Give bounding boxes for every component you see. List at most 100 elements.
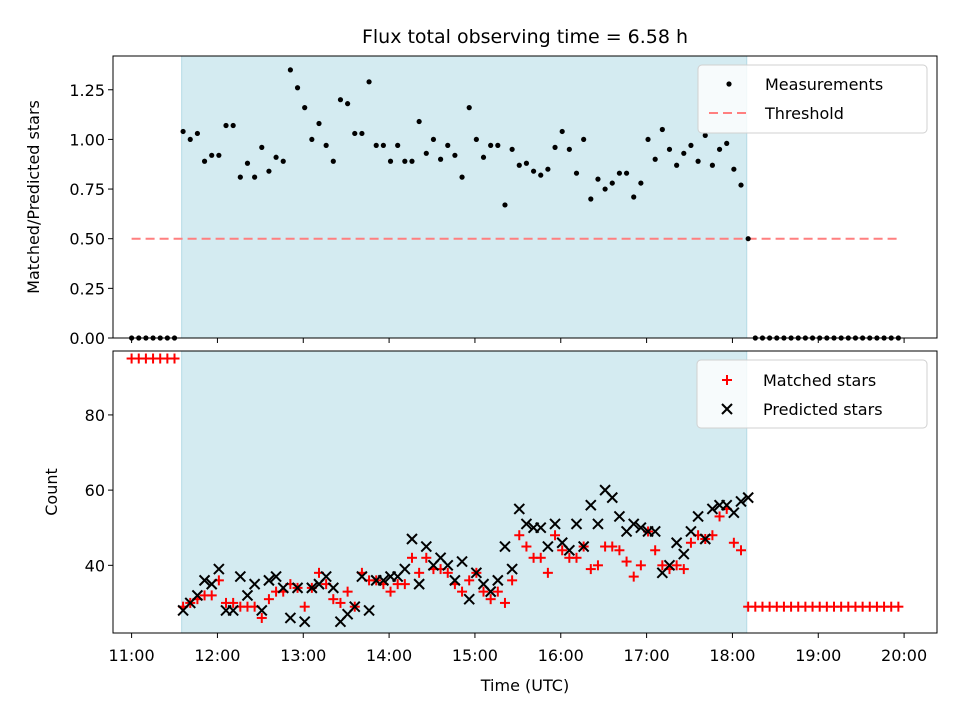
star-count-marks [126, 353, 904, 628]
measurement-point [538, 172, 544, 178]
measurement-point [445, 142, 451, 148]
cross-stroke-b [449, 574, 461, 587]
y-tick-label: 0.00 [69, 329, 105, 348]
predicted-star-point [284, 612, 297, 624]
measurement-point [316, 120, 322, 127]
star-count-panel: 40 60 80 11:00 12:00 13:00 14:00 15:00 16:00 17:0… [42, 350, 938, 695]
predicted-star-point [263, 574, 275, 587]
measurement-point [380, 142, 386, 148]
cross-stroke-b [649, 525, 661, 538]
matched-star-point [514, 530, 525, 541]
y-tick-label: 0.25 [69, 279, 105, 298]
matched-star-point [328, 594, 339, 605]
measurement-point [194, 130, 201, 137]
measurement-point [688, 142, 694, 148]
legend-label-threshold: Threshold [764, 104, 844, 123]
cross-stroke-b [685, 525, 697, 538]
cross-stroke-b [349, 600, 361, 613]
matched-star-point [169, 353, 180, 364]
matched-star-point [550, 530, 561, 541]
predicted-star-point [520, 518, 533, 530]
star-count-legend: Matched stars Predicted stars [696, 359, 928, 429]
measurement-point [352, 130, 358, 137]
measurement-point [302, 105, 308, 111]
legend-box [697, 64, 928, 134]
y-tick-label: 1.25 [69, 81, 105, 100]
cross-stroke-b [742, 491, 754, 504]
measurement-point [216, 152, 222, 158]
cross-stroke-b [670, 537, 683, 549]
predicted-star-point [206, 578, 218, 590]
cross-stroke-b [484, 585, 497, 598]
measurement-point [395, 142, 401, 148]
measurement-point [530, 168, 537, 174]
legend-cross-marker [721, 403, 733, 415]
cross-stroke-b [542, 540, 554, 553]
cross-stroke-b [470, 567, 483, 579]
cross-stroke-b [663, 559, 676, 572]
predicted-star-point [692, 510, 704, 523]
matched-star-point [421, 552, 432, 563]
measurement-point [738, 182, 744, 188]
measurement-point [666, 146, 673, 152]
measurement-point [631, 194, 637, 200]
predicted-star-point [585, 499, 597, 511]
measurement-point [180, 128, 186, 135]
cross-stroke-b [520, 518, 533, 530]
cross-stroke-b [206, 578, 218, 590]
matched-star-point [492, 586, 503, 597]
cross-stroke-b [721, 499, 733, 511]
matched-star-point [542, 567, 553, 578]
predicted-star-point [678, 548, 690, 560]
cross-stroke-b [198, 574, 211, 587]
matched-star-point [607, 541, 618, 552]
observing-window-band [181, 350, 748, 634]
y-tick-label: 0.50 [69, 230, 105, 249]
matched-star-point [521, 541, 532, 552]
predicted-star-point [735, 495, 747, 508]
flux-ratio-legend: Measurements Threshold [697, 64, 928, 134]
matched-star-point [263, 594, 274, 605]
cross-stroke-b [363, 604, 375, 617]
measurement-point [323, 142, 329, 148]
cross-stroke-b [592, 518, 604, 530]
measurement-point [466, 105, 472, 111]
measurement-point [201, 158, 208, 164]
measurement-point [731, 166, 737, 172]
measurement-point [345, 101, 351, 107]
star-count-plot-frame [112, 350, 938, 634]
cross-stroke-b [191, 589, 204, 602]
cross-stroke-b [298, 616, 311, 628]
predicted-star-point [606, 491, 618, 504]
matched-star-point [299, 601, 310, 612]
cross-stroke-b [570, 518, 583, 530]
predicted-star-point [706, 503, 719, 515]
flux-ratio-plot-frame [112, 55, 938, 339]
measurement-point [581, 136, 587, 143]
flux-ratio-panel: 0.00 0.25 0.50 0.75 1.00 1.25 Flux total obse… [24, 26, 938, 348]
matched-star-point [442, 567, 453, 578]
observing-window-band [181, 55, 748, 339]
predicted-star-point [213, 563, 225, 575]
measurement-point [674, 162, 680, 168]
measurement-point [488, 142, 494, 148]
measurement-point [259, 144, 265, 150]
cross-stroke-b [442, 559, 454, 572]
matched-star-point [714, 511, 725, 522]
cross-stroke-b [585, 499, 597, 511]
measurement-point [373, 142, 379, 148]
predicted-star-point [413, 578, 425, 590]
cross-stroke-b [213, 563, 225, 575]
cross-stroke-b [399, 563, 411, 575]
measurement-point [459, 174, 465, 180]
measurement-point [402, 158, 408, 164]
predicted-star-point [291, 582, 304, 594]
measurement-point [244, 160, 251, 166]
predicted-star-point [728, 506, 740, 519]
cross-stroke-b [699, 533, 711, 545]
cross-stroke-b [241, 589, 254, 602]
matched-star-point [414, 567, 425, 578]
measurement-point [552, 144, 558, 150]
measurement-point [595, 176, 601, 182]
predicted-star-point [663, 559, 676, 572]
